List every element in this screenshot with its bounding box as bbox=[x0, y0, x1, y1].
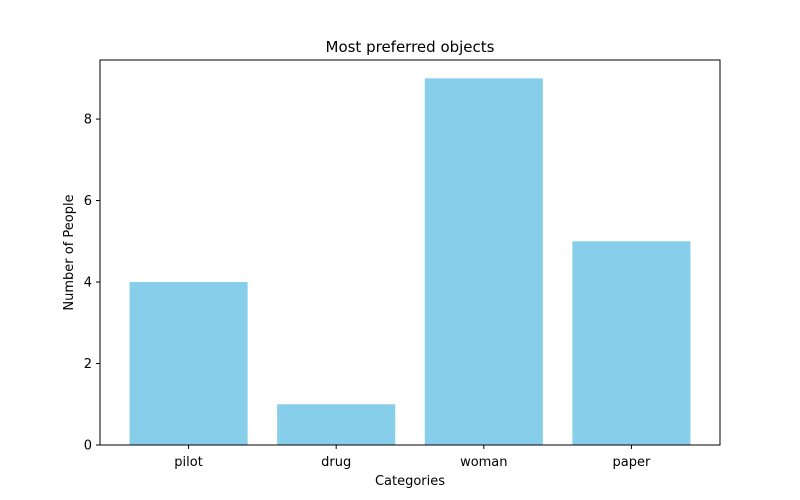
y-tick-label: 2 bbox=[84, 357, 92, 372]
x-tick-label: pilot bbox=[174, 455, 203, 470]
y-axis-ticks: 0 2 4 6 8 bbox=[84, 113, 100, 454]
bar-pilot bbox=[129, 282, 248, 445]
x-axis-ticks: pilot drug woman paper bbox=[174, 445, 651, 470]
bar-paper bbox=[572, 241, 691, 445]
x-tick-label: paper bbox=[613, 455, 651, 470]
x-axis-label: Categories bbox=[375, 474, 445, 489]
x-tick-label: woman bbox=[460, 455, 507, 470]
bar-drug bbox=[277, 404, 396, 445]
y-tick-label: 8 bbox=[84, 113, 92, 128]
x-tick-label: drug bbox=[321, 455, 351, 470]
bars-group bbox=[129, 78, 691, 445]
bar-woman bbox=[424, 78, 543, 445]
chart-title: Most preferred objects bbox=[326, 38, 495, 56]
y-tick-label: 0 bbox=[84, 439, 92, 454]
y-axis-label: Number of People bbox=[62, 194, 77, 310]
y-tick-label: 4 bbox=[84, 276, 92, 291]
plot-frame bbox=[99, 59, 721, 446]
y-tick-label: 6 bbox=[84, 194, 92, 209]
